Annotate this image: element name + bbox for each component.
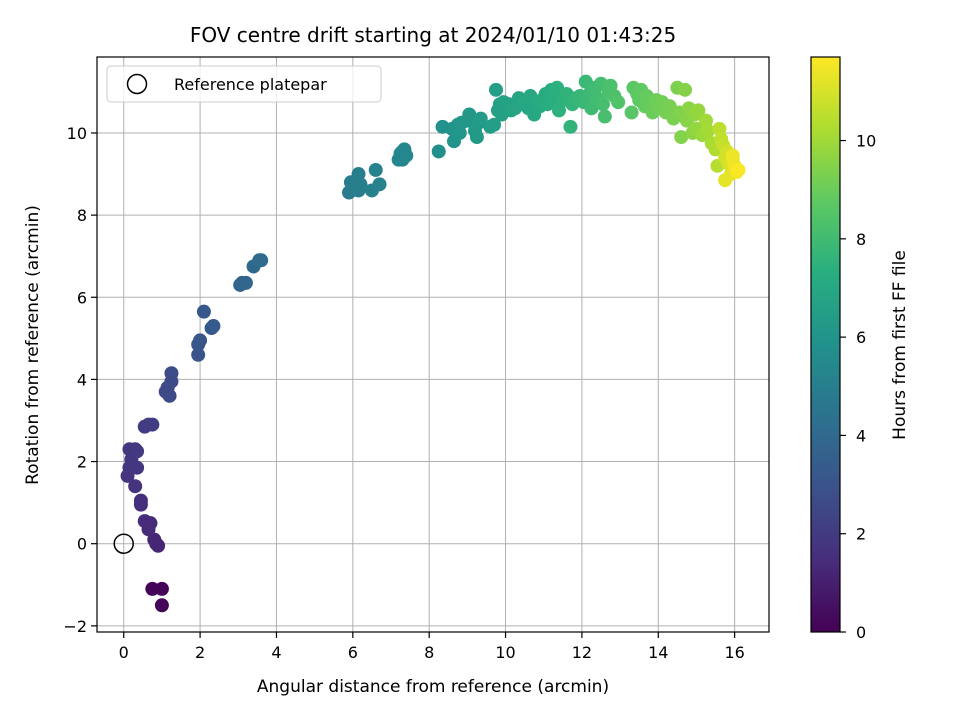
- x-tick-label: 8: [424, 643, 434, 662]
- scatter-point: [678, 82, 692, 97]
- scatter-point: [584, 101, 599, 116]
- scatter-point: [487, 117, 502, 132]
- legend-marker: [126, 73, 148, 95]
- scatter-point: [489, 82, 503, 97]
- y-tick-label: 6: [77, 288, 87, 307]
- scatter-point: [154, 581, 169, 596]
- x-tick-label: 0: [119, 643, 129, 662]
- colorbar-ticks: 0 2 4 6 8 10: [840, 132, 876, 642]
- scatter-point: [145, 417, 160, 432]
- scatter-point: [393, 146, 408, 161]
- scatter-point: [700, 123, 715, 138]
- scatter-point: [130, 444, 145, 459]
- scatter-point: [143, 516, 158, 531]
- scatter-point: [164, 366, 179, 381]
- colorbar-tick-label: 10: [856, 132, 876, 151]
- scatter-point: [351, 167, 366, 182]
- y-tick-label: 0: [77, 535, 87, 554]
- x-axis-label: Angular distance from reference (arcmin): [257, 677, 609, 697]
- x-tick-label: 2: [195, 643, 205, 662]
- reference-platepar-marker: [113, 533, 134, 554]
- scatter-point: [154, 598, 169, 613]
- scatter-point: [597, 109, 612, 124]
- x-tick-label: 12: [572, 643, 592, 662]
- scatter-point: [674, 130, 689, 145]
- scatter-point: [238, 275, 253, 290]
- colorbar-label: Hours from first FF file: [890, 250, 910, 440]
- scatter-point: [624, 105, 639, 120]
- scatter-point: [191, 347, 206, 362]
- y-tick-label: 2: [77, 453, 87, 472]
- colorbar-tick-label: 6: [856, 328, 866, 347]
- scatter-point: [368, 162, 383, 177]
- scatter-point: [133, 493, 148, 508]
- scatter-point: [128, 479, 143, 494]
- scatter-point: [372, 177, 387, 192]
- legend-label: Reference platepar: [174, 75, 327, 94]
- scatter-point: [611, 95, 626, 110]
- axis-ticks: 0 2 4 6 8 10 12 14 16 −2 0 2 4 6 8 10: [63, 124, 744, 662]
- y-tick-label: −2: [63, 617, 87, 636]
- scatter-point: [718, 173, 733, 188]
- scatter-point: [725, 148, 740, 163]
- scatter-point: [254, 253, 269, 268]
- colorbar-tick-label: 8: [856, 230, 866, 249]
- colorbar-tick-label: 0: [856, 623, 866, 642]
- colorbar-gradient: [811, 57, 840, 632]
- colorbar-frame: [810, 56, 841, 633]
- scatter-point: [462, 107, 477, 122]
- scatter-point: [431, 144, 446, 159]
- colorbar-tick-label: 2: [856, 525, 866, 544]
- scatter-point: [691, 103, 706, 118]
- scatter-point: [473, 111, 488, 126]
- scatter-point: [147, 532, 162, 547]
- y-tick-label: 4: [77, 370, 87, 389]
- scatter-point: [563, 119, 578, 134]
- scatter-point: [469, 130, 484, 145]
- legend: Reference platepar: [106, 65, 382, 103]
- y-tick-label: 8: [77, 206, 87, 225]
- x-tick-label: 6: [348, 643, 358, 662]
- scatter-points: [113, 74, 746, 613]
- scatter-point: [196, 304, 211, 319]
- chart-title: FOV centre drift starting at 2024/01/10 …: [190, 23, 676, 47]
- scatter-point: [731, 162, 746, 177]
- colorbar-tick-label: 4: [856, 426, 866, 445]
- x-tick-label: 10: [495, 643, 515, 662]
- grid-lines: [97, 57, 769, 632]
- scatter-point: [595, 97, 610, 112]
- colorbar: 0 2 4 6 8 10 Hours from first FF file: [810, 56, 910, 642]
- plot-frame: [96, 56, 770, 633]
- x-tick-label: 16: [724, 643, 744, 662]
- x-tick-label: 4: [271, 643, 281, 662]
- scatter-point: [158, 384, 173, 399]
- scatter-point: [193, 333, 208, 348]
- x-tick-label: 14: [648, 643, 668, 662]
- y-tick-label: 10: [67, 124, 87, 143]
- legend-box: [106, 65, 382, 103]
- y-axis-label: Rotation from reference (arcmin): [23, 205, 43, 485]
- scatter-point: [206, 319, 221, 334]
